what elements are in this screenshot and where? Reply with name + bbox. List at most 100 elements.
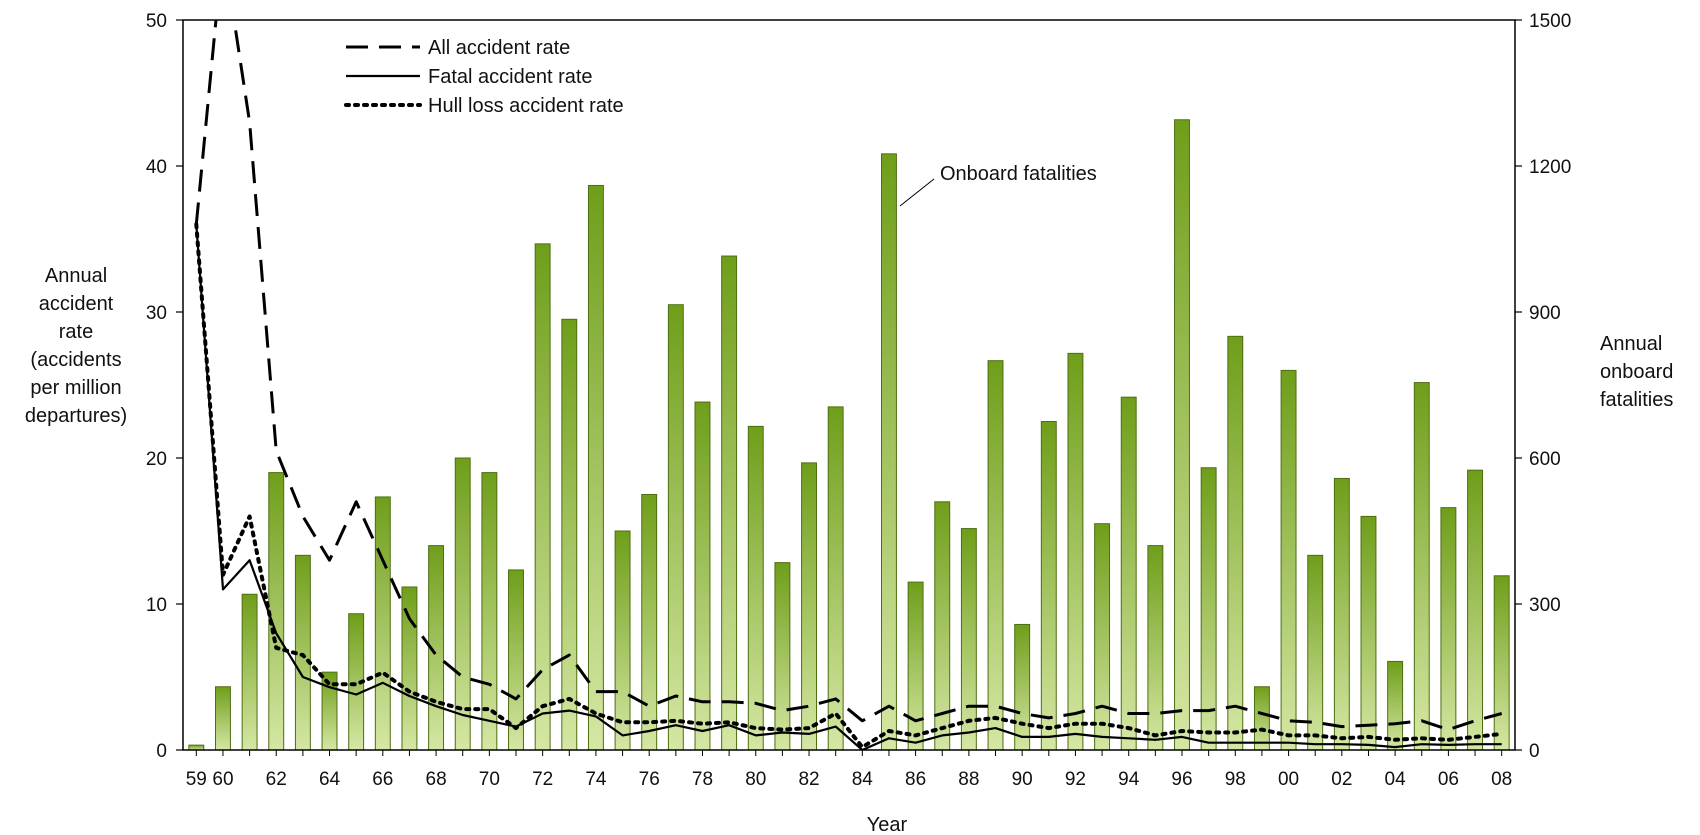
bar-1997 (1200, 467, 1217, 751)
bar-2005 (1413, 382, 1430, 751)
left-axis-title-line: (accidents (30, 349, 121, 371)
x-tick-label: 70 (479, 769, 500, 790)
right-axis: 0 300 600 900 1200 1500 (1515, 11, 1571, 762)
x-tick-label: 64 (319, 769, 341, 790)
left-tick-label: 20 (146, 449, 167, 470)
right-tick-label: 0 (1529, 741, 1540, 762)
bar-1985 (881, 153, 897, 751)
bar-1992 (1067, 352, 1084, 751)
x-tick-label: 82 (798, 769, 819, 790)
x-tick-label: 59 (186, 769, 207, 790)
left-axis-title-line: Annual (45, 265, 107, 287)
bar-1994 (1120, 396, 1137, 751)
x-tick-label: 68 (426, 769, 447, 790)
bar-2002 (1333, 477, 1350, 751)
right-axis-title-line: Annual (1600, 333, 1662, 355)
left-axis-title: Annual accident rate (accidents per million d… (25, 265, 127, 427)
left-axis-title-line: accident (39, 293, 114, 315)
x-tick-label: 92 (1065, 769, 1086, 790)
bar-1977 (667, 304, 684, 751)
bar-1974 (587, 184, 604, 751)
x-tick-label: 90 (1012, 769, 1033, 790)
bar-1978 (694, 401, 711, 751)
left-tick-label: 30 (146, 303, 167, 324)
bar-2008 (1493, 575, 1510, 751)
left-axis-title-line: per million (30, 377, 121, 399)
annotation-text: Onboard fatalities (940, 163, 1097, 185)
series-line-0 (194, 20, 1503, 732)
bar-1961 (241, 593, 258, 751)
bar-1975 (614, 530, 631, 751)
bar-1966 (374, 496, 391, 751)
x-tick-label: 62 (266, 769, 287, 790)
x-tick-label: 96 (1171, 769, 1192, 790)
legend-label: Hull loss accident rate (428, 95, 624, 117)
left-axis: 0 10 20 30 40 50 (146, 11, 183, 762)
right-axis-title: Annual onboard fatalities (1600, 333, 1673, 411)
bar-1993 (1094, 523, 1111, 751)
x-tick-label: 88 (958, 769, 979, 790)
x-tick-label: 84 (852, 769, 874, 790)
x-tick-label: 08 (1491, 769, 1512, 790)
bar-2000 (1280, 369, 1297, 751)
x-axis-title: Year (867, 814, 908, 835)
lines-layer (194, 20, 1504, 750)
bar-annotation: Onboard fatalities (899, 163, 1097, 207)
bars-layer (188, 119, 1510, 751)
left-tick-label: 50 (146, 11, 167, 32)
left-axis-title-line: rate (59, 321, 93, 343)
bar-1988 (960, 528, 977, 751)
bar-2004 (1387, 660, 1404, 751)
bar-1960 (215, 686, 231, 751)
x-tick-label: 86 (905, 769, 926, 790)
annotation-leader-line (899, 178, 935, 207)
legend-label: Fatal accident rate (428, 66, 593, 88)
x-tick-label: 04 (1385, 769, 1407, 790)
bar-1981 (774, 562, 791, 751)
bar-1998 (1227, 335, 1244, 751)
bar-1962 (268, 472, 285, 751)
bar-1996 (1174, 119, 1190, 751)
right-axis-title-line: fatalities (1600, 389, 1673, 411)
x-tick-label: 06 (1438, 769, 1459, 790)
bar-1980 (747, 425, 764, 751)
right-tick-label: 900 (1529, 303, 1561, 324)
plot-frame (182, 19, 1516, 751)
bar-1973 (561, 318, 578, 751)
bar-1995 (1147, 545, 1164, 751)
bar-2006 (1440, 507, 1457, 751)
x-tick-label: 72 (532, 769, 553, 790)
bar-2007 (1467, 469, 1483, 751)
series-line-1 (195, 224, 1502, 750)
left-axis-title-line: departures) (25, 405, 127, 427)
legend: All accident rate Fatal accident rate Hull… (344, 37, 624, 117)
x-tick-label: 02 (1331, 769, 1352, 790)
bar-1986 (907, 581, 924, 751)
bar-1991 (1040, 421, 1057, 751)
x-tick-label: 94 (1118, 769, 1140, 790)
right-tick-label: 1500 (1529, 11, 1571, 32)
bar-1990 (1014, 623, 1031, 751)
legend-label: All accident rate (428, 37, 570, 59)
bar-2003 (1360, 515, 1377, 751)
right-axis-title-line: onboard (1600, 361, 1673, 383)
series-line-2 (194, 222, 1504, 750)
x-tick-label: 76 (639, 769, 660, 790)
x-tick-label: 60 (212, 769, 233, 790)
left-tick-label: 0 (156, 741, 167, 762)
x-tick-label: 80 (745, 769, 766, 790)
bar-1967 (401, 586, 418, 751)
right-tick-label: 1200 (1529, 157, 1571, 178)
x-tick-label: 66 (372, 769, 393, 790)
bar-1976 (641, 494, 658, 751)
x-tick-label: 00 (1278, 769, 1299, 790)
x-axis: 59 60 62 64 66 68 70 72 74 76 78 80 82 84 86 88 90 92 94 96… (186, 750, 1512, 790)
bar-1999 (1253, 686, 1270, 751)
right-tick-label: 300 (1529, 595, 1561, 616)
x-tick-label: 78 (692, 769, 713, 790)
left-tick-label: 40 (146, 157, 167, 178)
x-tick-label: 98 (1225, 769, 1246, 790)
bar-1989 (987, 360, 1004, 751)
x-tick-label: 74 (585, 769, 607, 790)
